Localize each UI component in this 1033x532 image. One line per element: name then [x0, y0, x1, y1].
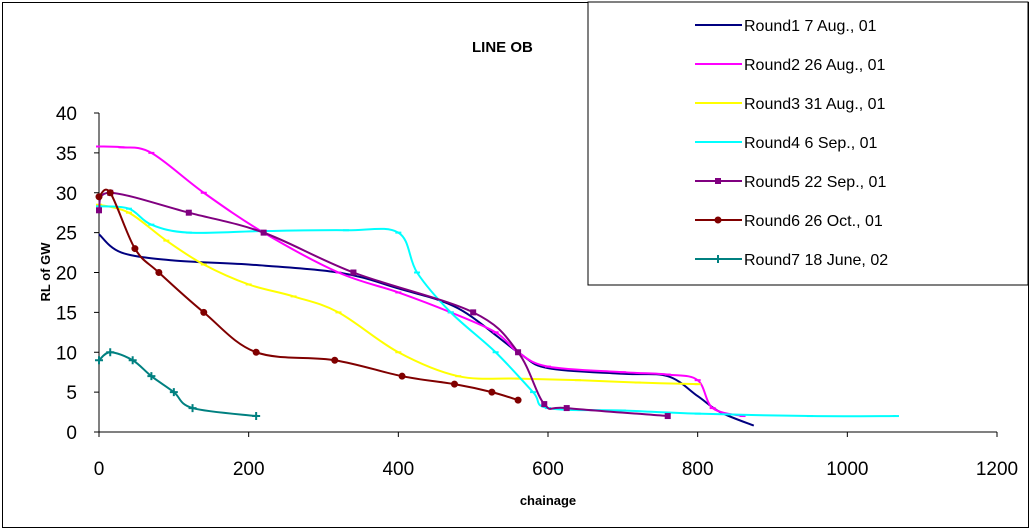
data-point-round6 [488, 388, 496, 396]
data-point-round6 [155, 269, 163, 276]
data-point-round7 [106, 348, 115, 357]
x-tick-label: 400 [382, 459, 414, 480]
data-point-round7 [252, 412, 261, 421]
y-tick-label: 10 [56, 343, 77, 364]
legend-box [587, 1, 1029, 286]
data-point-round7 [95, 356, 103, 365]
data-point-round5 [470, 309, 477, 316]
data-point-round5 [96, 207, 102, 214]
legend-label: Round2 26 Aug., 01 [744, 57, 886, 74]
data-point-round5 [541, 401, 548, 408]
data-point-round6 [398, 372, 406, 380]
legend-swatch-marker [714, 255, 722, 263]
data-point-round6 [514, 396, 522, 404]
legend-label: Round4 6 Sep., 01 [744, 135, 878, 152]
y-tick-label: 5 [66, 383, 77, 404]
chart-title: LINE OB [472, 39, 533, 56]
y-tick-label: 25 [56, 224, 77, 245]
x-tick-label: 1000 [826, 459, 868, 480]
data-point-round6 [95, 193, 103, 201]
legend-swatch-marker [715, 178, 721, 184]
x-tick-label: 1200 [976, 459, 1018, 480]
y-tick-label: 20 [56, 264, 77, 285]
legend-label: Round7 18 June, 02 [744, 252, 888, 269]
y-tick-label: 35 [56, 144, 77, 165]
legend-label: Round1 7 Aug., 01 [744, 18, 877, 35]
legend-swatch-marker [714, 216, 722, 224]
series-line-round7 [98, 351, 257, 418]
data-point-round7 [169, 388, 178, 397]
series-line-round5 [98, 191, 668, 418]
data-point-round7 [147, 372, 156, 381]
x-tick-label: 600 [532, 459, 564, 480]
y-tick-label: 30 [56, 184, 77, 205]
series-line-round2 [98, 145, 743, 418]
data-point-round5 [664, 413, 671, 420]
series-line-round6 [98, 188, 519, 402]
x-axis-label: chainage [520, 493, 576, 508]
data-point-round5 [260, 229, 267, 236]
data-point-round5 [185, 209, 192, 216]
data-point-round6 [252, 348, 260, 356]
x-tick-label: 800 [682, 459, 714, 480]
data-point-round6 [450, 380, 458, 388]
data-point-round6 [200, 308, 208, 316]
y-tick-label: 15 [56, 303, 77, 324]
data-point-round6 [106, 189, 114, 197]
legend-label: Round6 26 Oct., 01 [744, 213, 883, 230]
data-point-round6 [131, 245, 139, 253]
data-point-round6 [331, 356, 339, 364]
legend-label: Round3 31 Aug., 01 [744, 96, 886, 113]
legend-label: Round5 22 Sep., 01 [744, 174, 886, 191]
data-point-round7 [188, 404, 197, 413]
x-tick-label: 200 [233, 459, 265, 480]
data-point-round7 [128, 356, 137, 365]
series-line-round4 [98, 205, 896, 418]
data-point-round5 [515, 349, 522, 356]
y-tick-label: 0 [66, 423, 77, 444]
data-point-round5 [563, 405, 570, 412]
x-tick-label: 0 [94, 459, 105, 480]
y-tick-label: 40 [56, 104, 77, 125]
data-point-round5 [350, 269, 357, 276]
y-axis-label: RL of GW [38, 242, 53, 302]
